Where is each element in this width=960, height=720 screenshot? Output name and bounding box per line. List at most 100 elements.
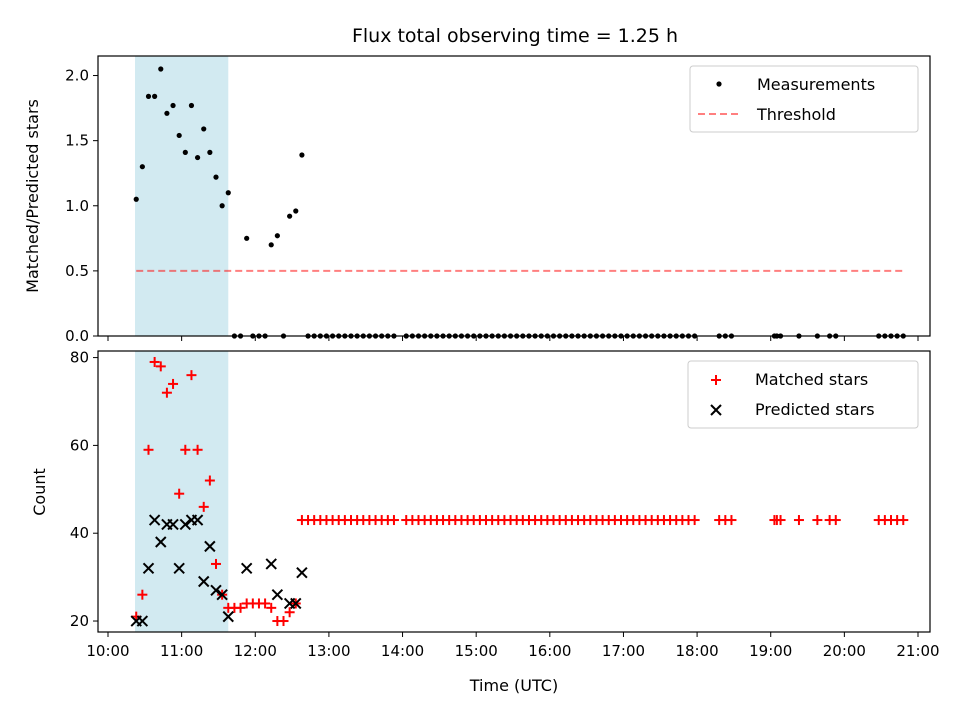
bottom-y-axis-label: Count (30, 468, 49, 516)
measurement-point (133, 196, 139, 202)
bottom-x-ticks: 10:00 11:00 12:00 13:00 14:00 15:00 16:00 17:00… (86, 632, 940, 660)
legend-threshold-label: Threshold (756, 105, 836, 124)
y-tick-label: 20 (70, 612, 89, 630)
measurement-point (152, 93, 158, 99)
y-tick-label: 60 (70, 436, 89, 454)
legend-matched-label: Matched stars (755, 370, 868, 389)
measurement-point (164, 110, 170, 116)
matched-star-point (278, 616, 289, 627)
measurement-point (207, 149, 213, 155)
matched-star-point (192, 444, 203, 455)
predicted-star-point (204, 540, 216, 553)
matched-star-point (186, 370, 197, 381)
x-tick-label: 12:00 (234, 642, 277, 660)
matched-star-point (198, 501, 209, 512)
measurement-point (274, 233, 280, 239)
measurement-point (170, 102, 176, 109)
legend-predicted-marker (710, 404, 722, 416)
predicted-star-point (142, 562, 155, 575)
top-panel: 0.00.51.01.52.0 Matched/Predicted stars … (23, 55, 931, 345)
x-axis-label: Time (UTC) (469, 676, 558, 695)
matched-star-point (235, 602, 246, 613)
measurement-point (182, 149, 188, 155)
top-legend-box (689, 65, 919, 133)
bottom-shaded-region (135, 351, 229, 632)
measurement-point (287, 213, 293, 219)
measurement-point (293, 208, 299, 214)
matched-star-point (168, 378, 179, 389)
x-tick-label: 18:00 (675, 642, 718, 660)
top-shaded-region (135, 56, 229, 336)
legend-measurements-marker (716, 81, 722, 87)
bottom-legend-box (687, 360, 919, 429)
bottom-legend: Matched stars Predicted stars (687, 360, 919, 429)
measurement-point (194, 154, 201, 161)
matched-star-point (211, 558, 221, 569)
y-tick-label: 0.0 (65, 327, 89, 345)
measurement-point (225, 190, 231, 196)
y-tick-label: 0.5 (65, 262, 89, 280)
matched-star-point (180, 444, 191, 455)
measurement-point (299, 152, 305, 158)
legend-measurements-label: Measurements (757, 75, 875, 94)
matched-star-point (174, 488, 185, 499)
matched-star-point (775, 515, 786, 526)
matched-star-point (830, 515, 841, 526)
predicted-star-point (240, 562, 253, 575)
y-tick-label: 1.0 (65, 197, 89, 215)
predicted-star-point (179, 518, 192, 531)
measurement-point (244, 235, 250, 241)
matched-star-point (793, 515, 804, 526)
measurement-point (145, 93, 152, 99)
matched-star-point (726, 515, 737, 526)
y-tick-label: 40 (70, 524, 89, 542)
y-tick-label: 2.0 (65, 67, 89, 85)
x-tick-label: 21:00 (896, 642, 939, 660)
x-tick-label: 14:00 (381, 642, 424, 660)
top-x-ticks (107, 336, 919, 341)
x-tick-label: 15:00 (455, 642, 498, 660)
bottom-y-ticks: 20 40 60 80 (70, 349, 98, 630)
measurement-point (213, 174, 219, 180)
chart-title: Flux total observing time = 1.25 h (352, 25, 678, 47)
matched-star-point (812, 515, 823, 526)
top-y-axis-label: Matched/Predicted stars (23, 99, 42, 293)
predicted-star-point (271, 588, 284, 601)
matched-star-point (204, 475, 215, 486)
x-tick-label: 17:00 (602, 642, 645, 660)
matched-star-point (388, 515, 399, 526)
measurement-point (158, 66, 164, 72)
x-tick-label: 10:00 (86, 642, 129, 660)
predicted-star-point (167, 518, 179, 531)
top-legend: Measurements Threshold (689, 65, 919, 133)
x-tick-label: 20:00 (823, 642, 866, 660)
measurement-point (268, 242, 274, 248)
predicted-star-point (290, 597, 302, 610)
predicted-star-point (216, 588, 228, 601)
top-y-ticks: 0.0 0.5 1.0 1.5 2.0 (65, 67, 98, 345)
matched-star-point (898, 515, 909, 526)
predicted-star-point (191, 514, 204, 526)
legend-matched-marker (711, 375, 721, 385)
measurement-point (188, 102, 195, 109)
bottom-marks (130, 356, 909, 627)
predicted-star-point (136, 615, 149, 627)
matched-star-point (143, 444, 154, 455)
predicted-star-point (265, 558, 277, 570)
x-tick-label: 11:00 (160, 642, 203, 660)
matched-star-point (260, 598, 271, 609)
matched-star-point (155, 361, 166, 372)
bottom-plot-frame (97, 350, 931, 633)
matched-star-point (149, 356, 160, 367)
predicted-star-point (173, 562, 185, 575)
y-tick-label: 1.5 (65, 132, 89, 150)
measurement-point (201, 126, 207, 132)
measurement-point (176, 132, 182, 139)
matched-star-point (284, 607, 295, 618)
predicted-star-point (296, 567, 308, 579)
predicted-star-point (155, 536, 167, 548)
matched-star-point (137, 589, 148, 600)
predicted-star-point (210, 584, 222, 596)
